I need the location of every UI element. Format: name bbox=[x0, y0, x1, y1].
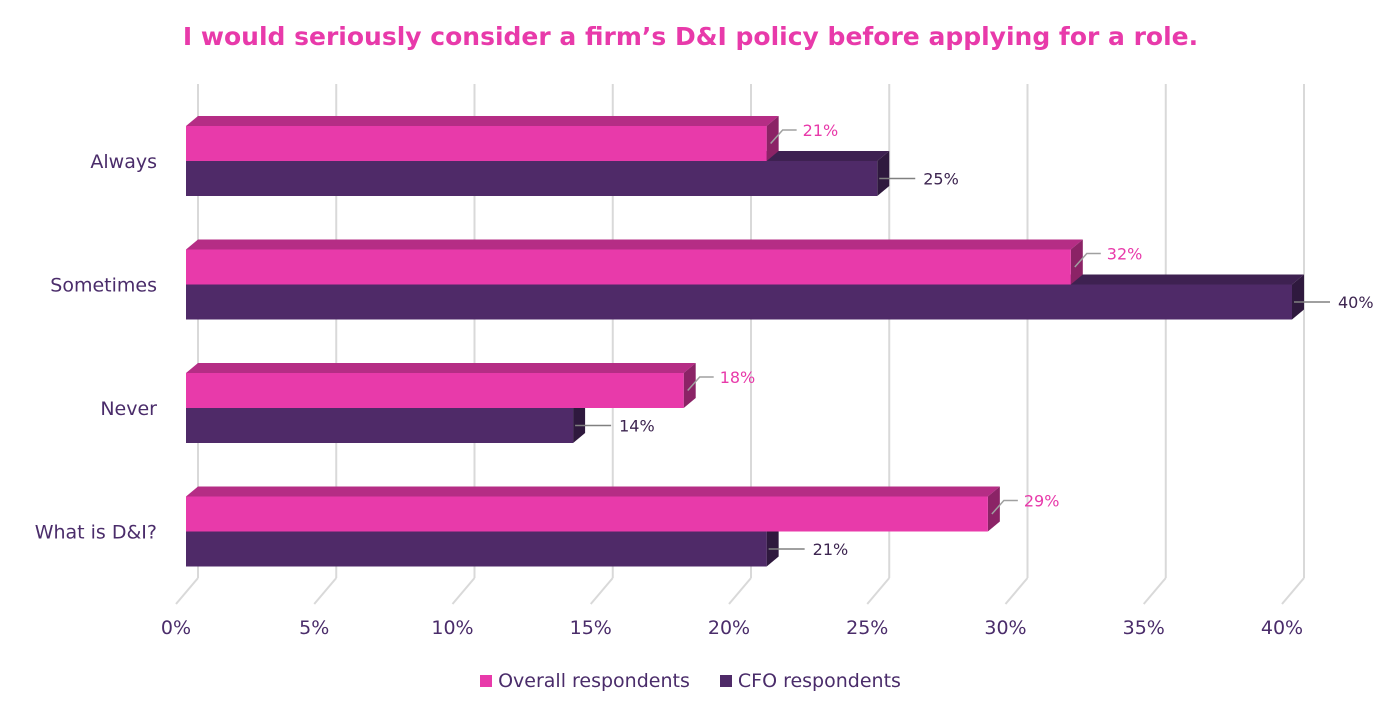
x-tick-label: 25% bbox=[846, 617, 888, 639]
bar bbox=[186, 496, 988, 532]
legend-item-overall: Overall respondents bbox=[480, 670, 690, 692]
x-tick-label: 40% bbox=[1261, 617, 1303, 639]
chart-title: I would seriously consider a firm’s D&I … bbox=[182, 22, 1199, 51]
gridline-floor bbox=[451, 577, 476, 605]
leader-line bbox=[1074, 252, 1101, 268]
gridline-floor bbox=[1142, 577, 1167, 605]
gridline-floor bbox=[728, 577, 752, 605]
category-label: What is D&I? bbox=[35, 522, 157, 544]
data-label: 21% bbox=[803, 121, 839, 140]
x-tick-label: 30% bbox=[984, 617, 1026, 639]
data-label: 21% bbox=[813, 540, 849, 559]
bar-side-face bbox=[766, 116, 779, 161]
x-tick-label: 35% bbox=[1123, 617, 1165, 639]
legend-swatch-cfo bbox=[719, 675, 732, 687]
legend-swatch-overall bbox=[480, 675, 493, 687]
bar-chart: 0% 5% 10% 15% 20% 25% 30% 35% 40% Always 25% 21% Som… bbox=[35, 84, 1374, 639]
data-label: 18% bbox=[720, 368, 756, 387]
bar-side-face bbox=[877, 151, 890, 196]
category-label: Always bbox=[90, 151, 157, 173]
x-tick-label: 15% bbox=[570, 617, 612, 639]
data-label: 40% bbox=[1338, 293, 1374, 312]
gridline-floor bbox=[866, 577, 891, 605]
bar bbox=[186, 126, 767, 161]
x-tick-label: 20% bbox=[708, 617, 750, 639]
bar-side-face bbox=[573, 398, 586, 443]
gridline-floor bbox=[1281, 577, 1305, 605]
bar bbox=[186, 408, 574, 443]
legend: Overall respondents CFO respondents bbox=[0, 670, 1381, 692]
bar bbox=[186, 531, 767, 567]
legend-item-cfo: CFO respondents bbox=[719, 670, 901, 692]
bar-top-face bbox=[186, 239, 1083, 250]
category-label: Never bbox=[100, 398, 157, 420]
gridline-floor bbox=[1004, 577, 1029, 605]
data-label: 32% bbox=[1107, 245, 1143, 264]
bars bbox=[186, 116, 1304, 567]
bar-side-face bbox=[683, 363, 696, 408]
gridline-floor bbox=[175, 577, 199, 605]
bar-top-face bbox=[186, 486, 1000, 497]
gridline-floor bbox=[313, 577, 338, 605]
bar bbox=[186, 249, 1071, 285]
bar bbox=[186, 284, 1292, 320]
x-tick-label: 10% bbox=[431, 617, 473, 639]
bar-top-face bbox=[186, 116, 779, 126]
leader-line bbox=[770, 129, 797, 144]
bar-side-face bbox=[987, 486, 1000, 532]
bar bbox=[186, 161, 878, 196]
category-label: Sometimes bbox=[50, 275, 157, 297]
x-tick-label: 5% bbox=[299, 617, 329, 639]
data-label: 25% bbox=[923, 170, 959, 189]
bar-side-face bbox=[1070, 239, 1083, 285]
bar-side-face bbox=[766, 521, 779, 567]
legend-label-overall: Overall respondents bbox=[498, 670, 690, 692]
leader-line bbox=[687, 376, 714, 391]
labels: 0% 5% 10% 15% 20% 25% 30% 35% 40% Always 25% 21% Som… bbox=[35, 121, 1374, 639]
bar bbox=[186, 373, 684, 408]
leader-line bbox=[991, 499, 1018, 515]
data-label: 14% bbox=[619, 417, 655, 436]
bar-side-face bbox=[1292, 274, 1304, 320]
x-tick-label: 0% bbox=[161, 617, 191, 639]
bar-top-face bbox=[186, 363, 696, 373]
data-label: 29% bbox=[1024, 492, 1060, 511]
legend-label-cfo: CFO respondents bbox=[737, 670, 901, 692]
gridline-floor bbox=[589, 577, 614, 605]
